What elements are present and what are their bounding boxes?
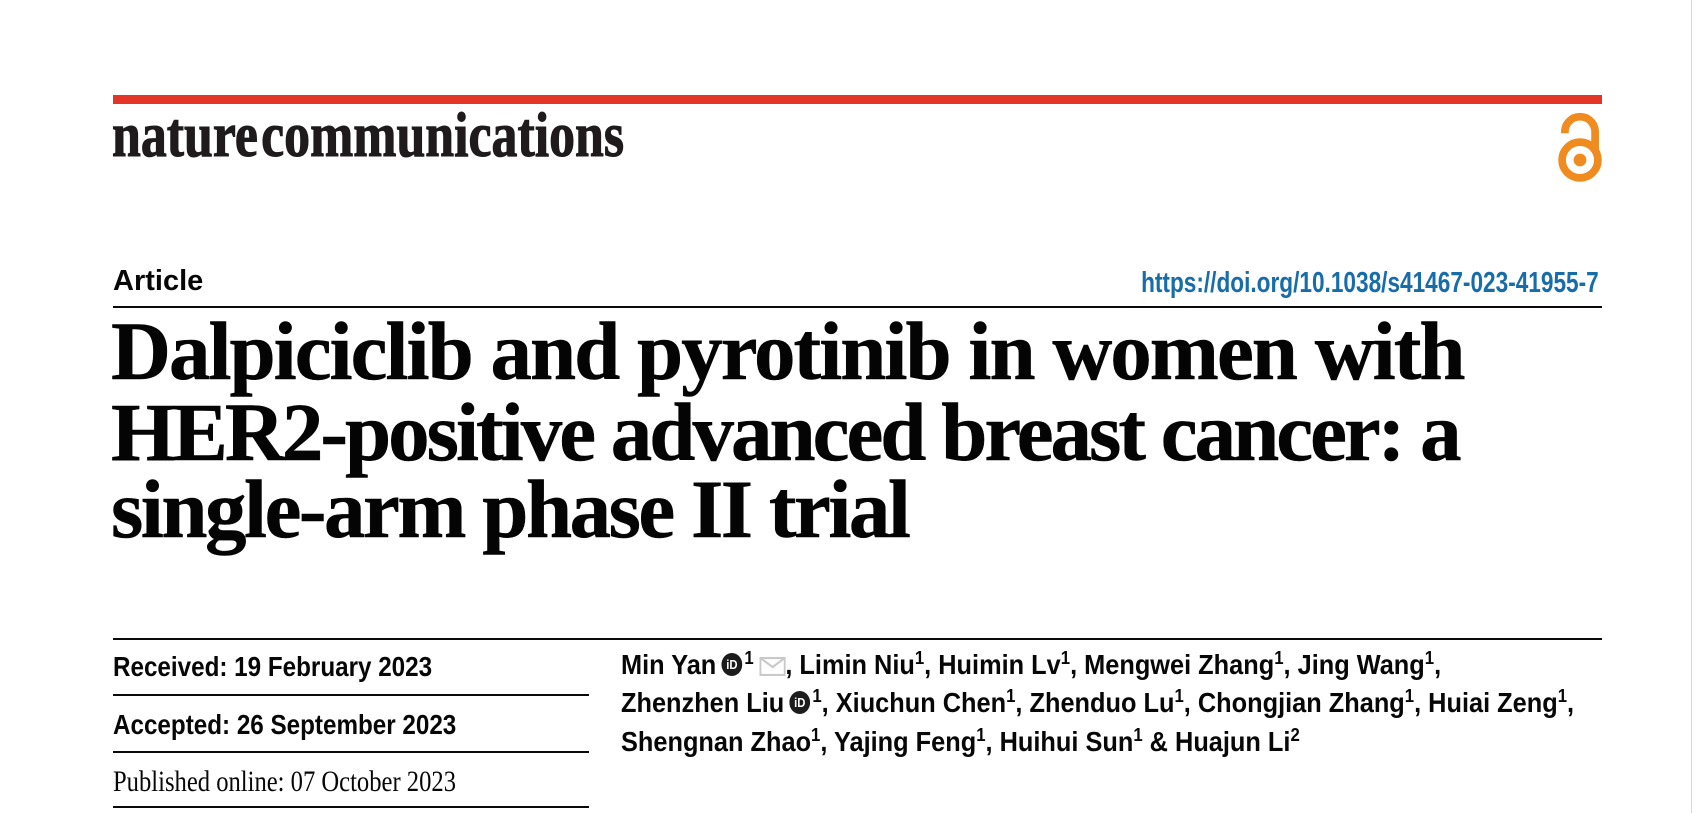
svg-text:iD: iD (794, 696, 806, 711)
svg-text:iD: iD (726, 658, 738, 673)
